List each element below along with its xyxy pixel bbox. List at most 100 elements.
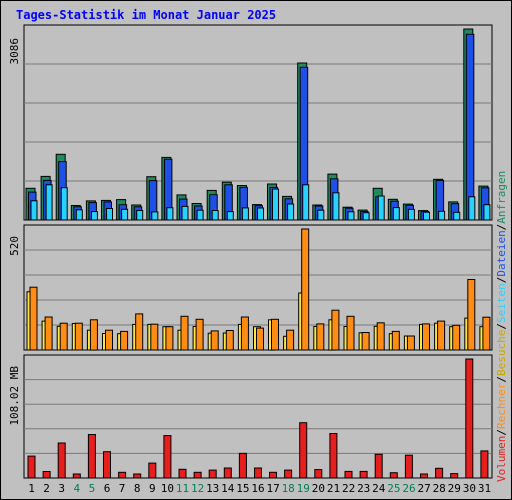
bar-volumen-day-5 xyxy=(87,434,96,479)
x-tick-label: 17 xyxy=(266,482,279,495)
x-tick-label: 25 xyxy=(387,482,400,495)
x-tick-label: 12 xyxy=(191,482,204,495)
bar-rechner-day-27 xyxy=(422,323,430,351)
bar-seiten-day-16 xyxy=(257,207,264,221)
bar-rechner-day-8 xyxy=(135,313,144,351)
bar-rechner-day-14 xyxy=(225,330,234,351)
bar-rechner-day-10 xyxy=(165,326,174,351)
x-tick-label: 18 xyxy=(282,482,295,495)
x-tick-labels: 1 2 3 4 5 6 7 8 9 10 11 12 13 14 15 16 17 18 19 20 21 22 23 24 2… xyxy=(28,482,491,495)
scale-labels: 3086 520 108.02 MB xyxy=(8,38,21,426)
x-tick-label: 31 xyxy=(478,482,491,495)
chart-panels xyxy=(23,24,493,479)
bar-seiten-day-22 xyxy=(347,211,355,221)
bar-rechner-day-18 xyxy=(286,329,295,351)
bar-seiten-day-24 xyxy=(377,195,385,221)
bar-rechner-day-16 xyxy=(256,327,264,351)
x-tick-label: 1 xyxy=(28,482,35,495)
x-tick-label: 10 xyxy=(161,482,174,495)
bar-volumen-day-7 xyxy=(118,471,127,479)
x-tick-label: 26 xyxy=(402,482,415,495)
bar-rechner-day-2 xyxy=(44,316,53,351)
legend-rechner: Rechner xyxy=(495,382,508,429)
legend-separator: / xyxy=(495,224,508,231)
bar-rechner-day-19 xyxy=(301,228,310,351)
bar-volumen-day-29 xyxy=(450,473,459,479)
bar-seiten-day-25 xyxy=(392,207,400,221)
x-tick-label: 28 xyxy=(433,482,446,495)
x-tick-label: 3 xyxy=(58,482,65,495)
bar-rechner-day-24 xyxy=(376,322,385,351)
bar-volumen-day-20 xyxy=(314,469,323,479)
bar-seiten-day-14 xyxy=(226,211,234,221)
bar-seiten-day-30 xyxy=(468,196,476,221)
bar-rechner-day-26 xyxy=(406,335,415,351)
bar-rechner-day-7 xyxy=(120,330,129,351)
bar-dateien-day-30 xyxy=(465,33,475,221)
x-tick-label: 19 xyxy=(297,482,310,495)
bar-rechner-day-3 xyxy=(59,322,68,351)
bar-volumen-day-30 xyxy=(465,358,474,479)
bar-seiten-day-26 xyxy=(407,208,415,221)
x-tick-label: 24 xyxy=(372,482,386,495)
bar-seiten-day-15 xyxy=(241,207,249,221)
bar-rechner-day-17 xyxy=(271,318,279,351)
bar-volumen-day-13 xyxy=(208,469,217,479)
bar-volumen-day-26 xyxy=(404,454,413,479)
x-tick-label: 21 xyxy=(327,482,340,495)
bar-volumen-day-11 xyxy=(178,468,187,479)
x-tick-label: 29 xyxy=(448,482,461,495)
bar-volumen-day-14 xyxy=(223,467,232,479)
bar-seiten-day-12 xyxy=(196,209,204,221)
bar-volumen-day-27 xyxy=(420,473,428,479)
bar-rechner-day-31 xyxy=(482,316,491,351)
bar-volumen-day-18 xyxy=(284,469,293,479)
x-tick-label: 13 xyxy=(206,482,219,495)
bar-seiten-day-28 xyxy=(438,210,446,221)
bar-rechner-day-25 xyxy=(391,330,400,351)
x-tick-label: 5 xyxy=(89,482,96,495)
top-panel-scale-label: 3086 xyxy=(8,38,21,65)
bar-seiten-day-29 xyxy=(453,211,461,221)
bar-volumen-day-17 xyxy=(269,471,277,479)
bar-volumen-day-2 xyxy=(42,471,51,479)
bar-rechner-day-23 xyxy=(361,332,370,351)
top-panel-frame xyxy=(23,24,493,221)
x-tick-label: 22 xyxy=(342,482,355,495)
bar-volumen-day-9 xyxy=(148,462,157,479)
bar-volumen-day-28 xyxy=(435,467,444,479)
bar-seiten-day-21 xyxy=(332,192,340,221)
chart-title: Tages-Statistik im Monat Januar 2025 xyxy=(16,8,276,22)
bar-seiten-day-2 xyxy=(45,184,53,221)
bottom-panel-frame xyxy=(23,354,493,479)
x-tick-label: 14 xyxy=(221,482,235,495)
bar-volumen-day-4 xyxy=(72,473,81,479)
bar-rechner-day-13 xyxy=(210,330,219,351)
bar-seiten-day-17 xyxy=(272,188,279,221)
bar-rechner-day-6 xyxy=(105,329,113,351)
bar-seiten-day-7 xyxy=(121,208,129,221)
bar-rechner-day-21 xyxy=(331,309,340,351)
bar-volumen-day-22 xyxy=(344,470,353,479)
middle-panel-scale-label: 520 xyxy=(8,236,21,256)
legend-besuche: Besuche xyxy=(495,330,508,376)
x-tick-label: 8 xyxy=(134,482,141,495)
bar-seiten-day-31 xyxy=(483,204,491,221)
bar-volumen-day-6 xyxy=(103,451,111,479)
bar-volumen-day-8 xyxy=(133,473,142,479)
bar-rechner-day-22 xyxy=(346,315,355,351)
x-tick-label: 16 xyxy=(251,482,264,495)
x-tick-label: 7 xyxy=(119,482,126,495)
bar-volumen-day-16 xyxy=(254,467,262,479)
x-tick-label: 15 xyxy=(236,482,249,495)
x-tick-label: 20 xyxy=(312,482,325,495)
bar-seiten-day-8 xyxy=(136,210,144,221)
bar-rechner-day-15 xyxy=(240,316,249,351)
bar-seiten-day-9 xyxy=(151,211,159,221)
bar-seiten-day-3 xyxy=(60,187,68,221)
legend: Volumen/Rechner/Besuche/Seiten/Dateien/A… xyxy=(495,171,508,482)
legend-separator: / xyxy=(495,429,508,436)
bar-seiten-day-1 xyxy=(30,200,38,221)
x-tick-label: 23 xyxy=(357,482,370,495)
